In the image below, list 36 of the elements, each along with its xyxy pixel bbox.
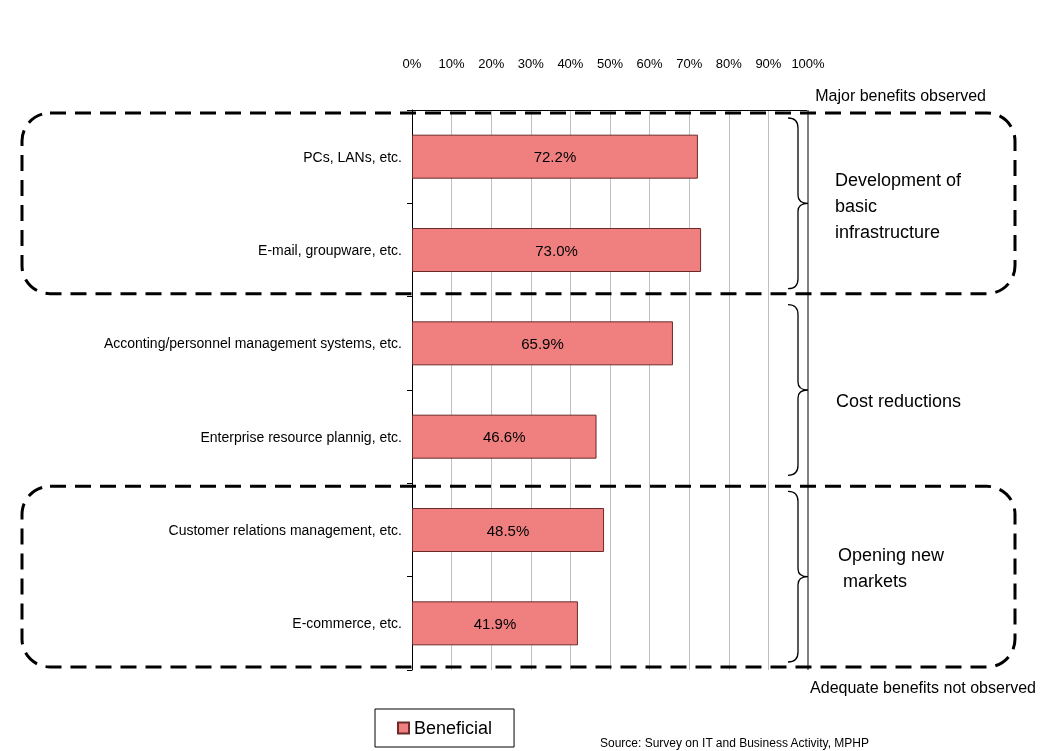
bar [412,414,597,459]
data-label: 41.9% [473,614,517,632]
y-tick-label: Acconting/personnel management systems, etc. [103,335,402,352]
x-tick-label: 100% [791,56,826,71]
y-tick-label: PCs, LANs, etc. [303,148,402,165]
x-tick-label: 90% [755,56,782,71]
text: Major benefits observed [815,86,987,104]
bar [412,228,702,272]
x-tick-label: 60% [636,56,664,71]
data-label: 73.0% [535,241,578,259]
y-tick-label: E-mail, groupware, etc. [258,242,402,258]
legend-label: Beneficial [414,718,493,738]
y-tick-label: Enterprise resource plannig, etc. [200,428,402,445]
data-label: 72.2% [533,148,577,166]
data-label: 48.5% [486,521,530,539]
x-tick-label: 80% [715,56,743,71]
text: Opening new markets [838,545,946,591]
x-tick-label: 10% [438,56,466,71]
y-tick-label: Customer relations management, etc. [168,522,402,538]
source-note: Source: Survey on IT and Business Activity, MPHP [600,736,870,750]
bar [412,601,578,646]
x-tick-label: 70% [676,56,703,71]
text: Adequate benefits not observed [810,678,1037,696]
bar [412,321,673,366]
data-label: 46.6% [482,428,526,446]
data-label: 65.9% [521,334,564,352]
x-tick-label: 20% [478,56,505,71]
text: Development of basic infrastructure [835,170,967,242]
x-tick-label: 0% [402,56,422,71]
bar [412,134,698,179]
y-tick-label: E-commerce, etc. [292,615,402,632]
text: Cost reductions [836,391,962,411]
bar [412,508,605,552]
x-tick-label: 50% [596,56,624,71]
x-tick-label: 30% [517,56,545,71]
x-tick-label: 40% [557,56,584,71]
